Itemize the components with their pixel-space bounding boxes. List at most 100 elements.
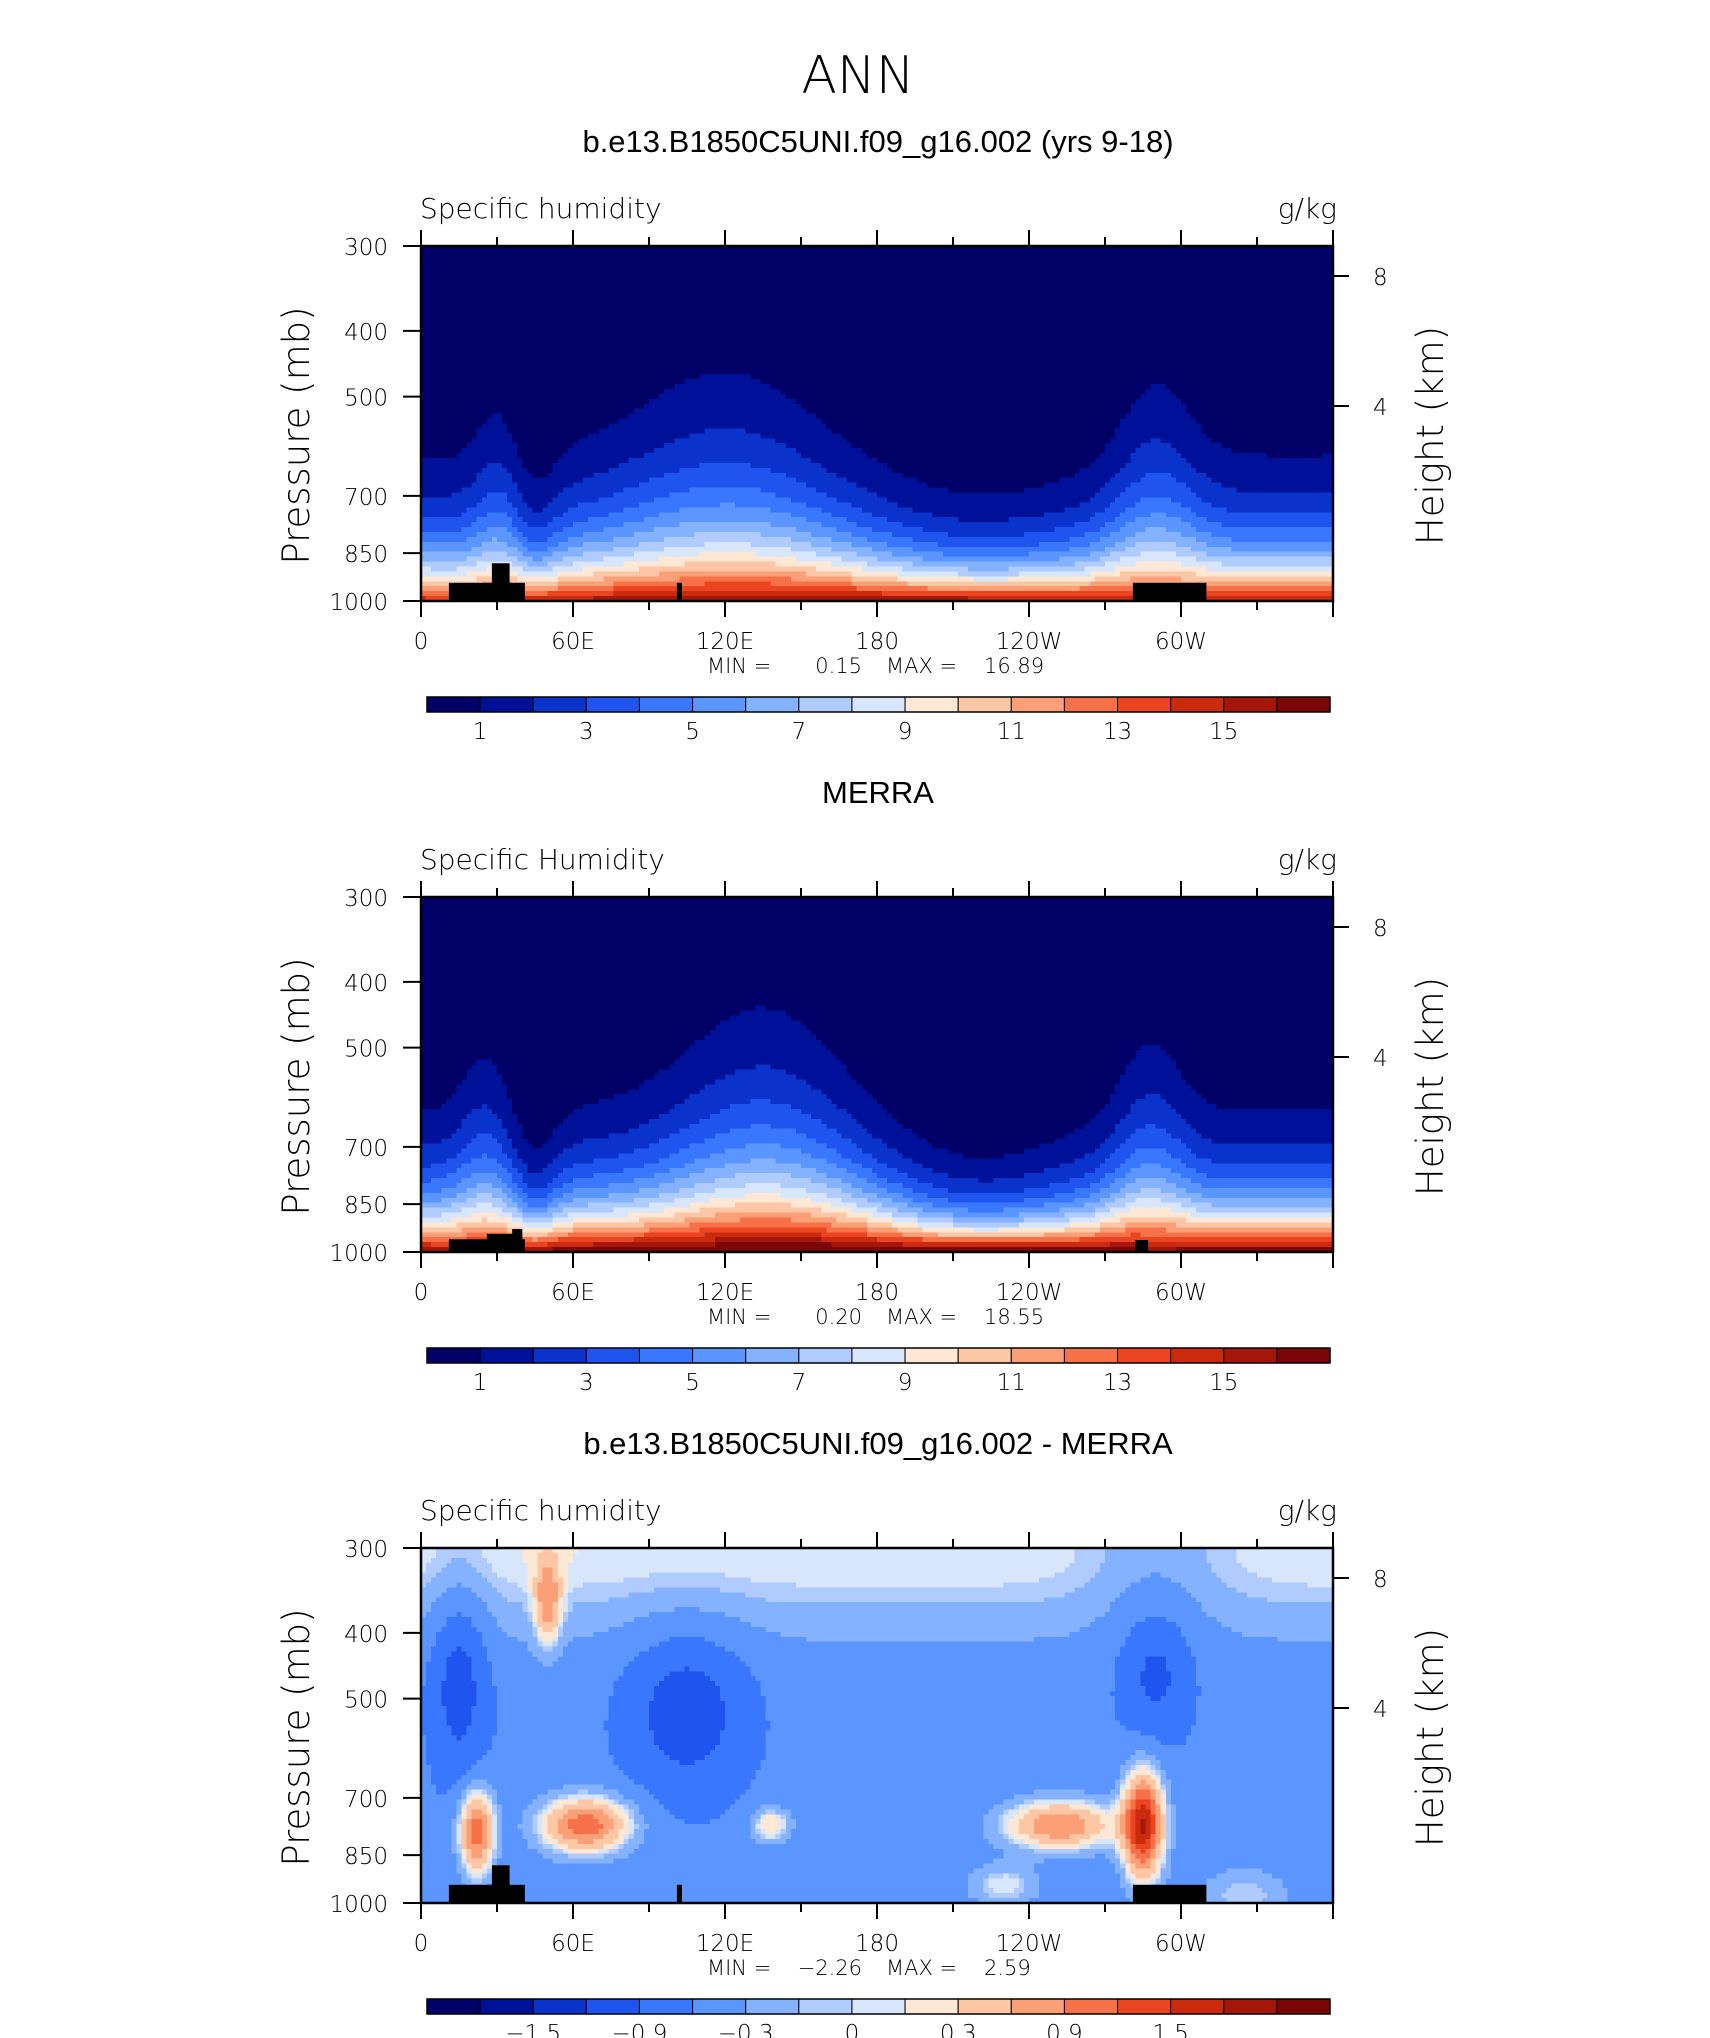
field-cell [923, 290, 929, 296]
field-cell [831, 295, 837, 301]
field-cell [532, 251, 538, 257]
field-cell [806, 271, 812, 277]
field-cell [1080, 300, 1086, 306]
field-cell [487, 300, 493, 306]
field-cell [1105, 256, 1111, 262]
field-cell [532, 276, 538, 282]
field-cell [1151, 256, 1157, 262]
field-cell [639, 305, 645, 311]
field-cell [1308, 251, 1314, 257]
field-cell [938, 261, 944, 267]
field-cell [649, 256, 655, 262]
field-cell [583, 256, 589, 262]
field-cell [771, 271, 777, 277]
field-cell [735, 261, 741, 267]
field-cell [933, 276, 939, 282]
field-cell [740, 271, 746, 277]
field-cell [892, 305, 898, 311]
field-cell [867, 271, 873, 277]
field-cell [882, 300, 888, 306]
field-cell [1125, 276, 1131, 282]
field-cell [887, 276, 893, 282]
field-cell [1292, 281, 1298, 287]
field-cell [826, 305, 832, 311]
field-cell [532, 266, 538, 272]
field-cell [1201, 281, 1207, 287]
field-cell [487, 305, 493, 311]
field-cell [1044, 261, 1050, 267]
field-cell [760, 285, 766, 291]
field-cell [1298, 276, 1304, 282]
field-cell [988, 266, 994, 272]
field-cell [588, 251, 594, 257]
field-cell [902, 266, 908, 272]
field-cell [715, 256, 721, 262]
field-cell [1216, 295, 1222, 301]
field-cell [1237, 281, 1243, 287]
field-cell [831, 290, 837, 296]
field-cell [816, 276, 822, 282]
field-cell [994, 276, 1000, 282]
field-cell [644, 305, 650, 311]
field-cell [1216, 261, 1222, 267]
field-cell [912, 251, 918, 257]
field-cell [527, 285, 533, 291]
field-cell [1049, 251, 1055, 257]
field-cell [659, 290, 665, 296]
field-cell [1292, 300, 1298, 306]
field-cell [1211, 295, 1217, 301]
field-cell [1024, 300, 1030, 306]
field-cell [664, 276, 670, 282]
field-cell [659, 261, 665, 267]
field-cell [755, 300, 761, 306]
field-cell [902, 276, 908, 282]
field-cell [664, 300, 670, 306]
field-cell [603, 276, 609, 282]
field-cell [1292, 266, 1298, 272]
field-cell [745, 266, 751, 272]
field-cell [710, 285, 716, 291]
field-cell [1308, 281, 1314, 287]
field-cell [543, 261, 549, 267]
field-cell [664, 261, 670, 267]
field-cell [1009, 285, 1015, 291]
field-cell [755, 256, 761, 262]
field-cell [1303, 295, 1309, 301]
field-cell [806, 285, 812, 291]
field-cell [902, 290, 908, 296]
field-cell [928, 300, 934, 306]
field-cell [1029, 261, 1035, 267]
field-cell [1080, 305, 1086, 311]
field-cell [573, 251, 579, 257]
field-cell [1085, 290, 1091, 296]
field-cell [426, 281, 432, 287]
field-cell [771, 285, 777, 291]
field-cell [735, 285, 741, 291]
field-cell [1181, 285, 1187, 291]
field-cell [1049, 261, 1055, 267]
field-cell [710, 266, 716, 272]
field-cell [538, 300, 544, 306]
field-cell [948, 290, 954, 296]
field-cell [897, 271, 903, 277]
field-cell [446, 290, 452, 296]
field-cell [710, 281, 716, 287]
field-cell [1298, 300, 1304, 306]
field-cell [583, 281, 589, 287]
field-cell [507, 276, 513, 282]
field-cell [1151, 295, 1157, 301]
field-cell [512, 295, 518, 301]
field-cell [1140, 266, 1146, 272]
field-cell [669, 285, 675, 291]
field-cell [973, 266, 979, 272]
field-cell [907, 271, 913, 277]
field-cell [1303, 300, 1309, 306]
field-cell [1130, 261, 1136, 267]
field-cell [502, 276, 508, 282]
field-cell [897, 285, 903, 291]
field-cell [1242, 256, 1248, 262]
field-cell [720, 261, 726, 267]
field-cell [923, 271, 929, 277]
field-cell [1070, 271, 1076, 277]
field-cell [705, 276, 711, 282]
